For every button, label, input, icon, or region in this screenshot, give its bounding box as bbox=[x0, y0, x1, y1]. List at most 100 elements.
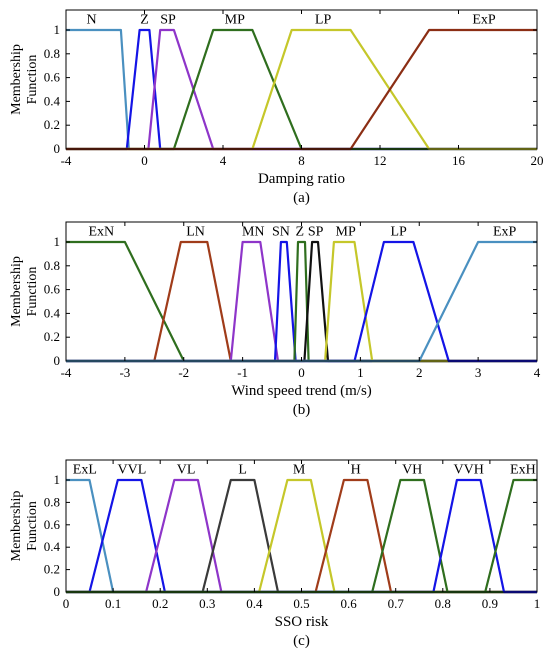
series-line-vl-3 bbox=[66, 478, 537, 594]
y-tick-label: 0.4 bbox=[44, 305, 61, 320]
x-tick-label: 0 bbox=[63, 596, 70, 611]
panel-caption: (c) bbox=[293, 633, 310, 649]
y-axis-label-line1: Membership bbox=[9, 44, 24, 115]
series-line-h-6 bbox=[66, 478, 537, 594]
mf-label-ln: LN bbox=[186, 224, 205, 239]
y-tick-label: 0.4 bbox=[44, 539, 61, 554]
chart-panel-3: 0 0.1 0.2 0.3 0.4 0.5 0.6 0.7 0.8 0.9 1 0 0.2 0.4 0.6 0… bbox=[9, 459, 541, 649]
series-line-lp-8 bbox=[66, 240, 537, 363]
mf-label-m: M bbox=[293, 463, 306, 478]
y-tick-label: 0 bbox=[54, 141, 61, 156]
y-tick-label: 0.2 bbox=[44, 117, 60, 132]
x-tick-label: -1 bbox=[237, 365, 248, 380]
y-axis-label-line2: Function bbox=[25, 501, 40, 551]
x-tick-label: 0.3 bbox=[199, 596, 215, 611]
y-tick-label: 1 bbox=[54, 234, 61, 249]
x-tick-label: 1 bbox=[357, 365, 364, 380]
mf-label-vvh: VVH bbox=[454, 463, 484, 478]
y-tick-label: 0.4 bbox=[44, 93, 61, 108]
mf-label-lp: LP bbox=[315, 12, 332, 27]
series-line-ln-2 bbox=[66, 240, 537, 363]
x-axis-label: SSO risk bbox=[275, 614, 329, 630]
series-line-mp-7 bbox=[66, 240, 537, 363]
series-line-exn-1 bbox=[66, 240, 537, 363]
x-tick-label: 0.9 bbox=[482, 596, 498, 611]
x-tick-label: 8 bbox=[298, 153, 305, 168]
series-line-z-5 bbox=[66, 240, 537, 363]
x-tick-label: 2 bbox=[416, 365, 423, 380]
mf-label-vh: VH bbox=[402, 463, 422, 478]
y-tick-label: 0 bbox=[54, 584, 61, 599]
mf-label-mp: MP bbox=[225, 12, 245, 27]
mf-label-exn: ExN bbox=[88, 224, 114, 239]
mf-label-sp: SP bbox=[160, 12, 176, 27]
series-line-exp-9 bbox=[66, 240, 537, 363]
x-tick-label: 0.4 bbox=[246, 596, 263, 611]
x-tick-label: -3 bbox=[119, 365, 130, 380]
series-line-vvh-8 bbox=[66, 478, 537, 594]
mf-label-sn: SN bbox=[272, 224, 290, 239]
x-tick-label: 0.1 bbox=[105, 596, 121, 611]
panel-caption: (a) bbox=[293, 190, 310, 206]
x-tick-label: 0.6 bbox=[340, 596, 357, 611]
x-tick-label: 16 bbox=[452, 153, 466, 168]
x-axis-label: Damping ratio bbox=[258, 171, 345, 187]
y-tick-label: 0.6 bbox=[44, 282, 61, 297]
y-tick-label: 1 bbox=[54, 22, 61, 37]
y-tick-label: 1 bbox=[54, 472, 61, 487]
series-line-sp-6 bbox=[66, 240, 537, 363]
y-axis-label-line2: Function bbox=[25, 267, 40, 317]
y-axis-label-line2: Function bbox=[25, 55, 40, 105]
y-tick-label: 0.2 bbox=[44, 562, 60, 577]
y-tick-label: 0.6 bbox=[44, 517, 61, 532]
series-line-z-2 bbox=[66, 28, 537, 151]
series-line-vvl-2 bbox=[66, 478, 537, 594]
chart-panel-2: -4 -3 -2 -1 0 1 2 3 4 0 0.2 0.4 0.6 0.8 1 ExN LN MN SN Z SP M… bbox=[9, 221, 541, 418]
mf-label-exh: ExH bbox=[510, 463, 536, 478]
panel-caption: (b) bbox=[293, 402, 311, 418]
series-line-mn-3 bbox=[66, 240, 537, 363]
y-tick-label: 0.8 bbox=[44, 494, 60, 509]
series-line-m-5 bbox=[66, 478, 537, 594]
x-tick-label: 4 bbox=[534, 365, 541, 380]
mf-label-l: L bbox=[238, 463, 247, 478]
series-line-exh-9 bbox=[66, 478, 537, 594]
y-tick-label: 0.8 bbox=[44, 258, 60, 273]
y-axis-label-line1: Membership bbox=[9, 256, 24, 327]
x-tick-label: 1 bbox=[534, 596, 541, 611]
mf-label-exp: ExP bbox=[493, 224, 517, 239]
series-line-l-4 bbox=[66, 478, 537, 594]
mf-label-lp: LP bbox=[390, 224, 407, 239]
y-tick-label: 0.8 bbox=[44, 46, 60, 61]
x-tick-label: 0.8 bbox=[435, 596, 451, 611]
x-axis-label: Wind speed trend (m/s) bbox=[231, 383, 372, 399]
y-tick-label: 0 bbox=[54, 353, 61, 368]
mf-label-h: H bbox=[351, 463, 361, 478]
y-tick-label: 0.6 bbox=[44, 70, 61, 85]
mf-label-exl: ExL bbox=[73, 463, 97, 478]
mf-label-vl: VL bbox=[177, 463, 196, 478]
y-axis-label-line1: Membership bbox=[9, 491, 24, 562]
x-tick-label: -4 bbox=[61, 153, 72, 168]
mf-label-mn: MN bbox=[242, 224, 265, 239]
mf-label-sp: SP bbox=[308, 224, 324, 239]
series-line-sn-4 bbox=[66, 240, 537, 363]
x-tick-label: 20 bbox=[531, 153, 544, 168]
mf-label-vvl: VVL bbox=[118, 463, 147, 478]
series-line-vh-7 bbox=[66, 478, 537, 594]
mf-label-mp: MP bbox=[336, 224, 356, 239]
x-tick-label: -4 bbox=[61, 365, 72, 380]
x-tick-label: 0.5 bbox=[293, 596, 309, 611]
x-tick-label: 0.7 bbox=[388, 596, 405, 611]
x-tick-label: 3 bbox=[475, 365, 482, 380]
mf-label-exp: ExP bbox=[472, 12, 496, 27]
series-line-exl-1 bbox=[66, 478, 537, 594]
x-tick-label: 0 bbox=[298, 365, 305, 380]
x-tick-label: 0.2 bbox=[152, 596, 168, 611]
mf-label-z: Z bbox=[140, 12, 149, 27]
x-tick-label: 4 bbox=[220, 153, 227, 168]
x-tick-label: 0 bbox=[141, 153, 148, 168]
mf-label-z: Z bbox=[295, 224, 304, 239]
